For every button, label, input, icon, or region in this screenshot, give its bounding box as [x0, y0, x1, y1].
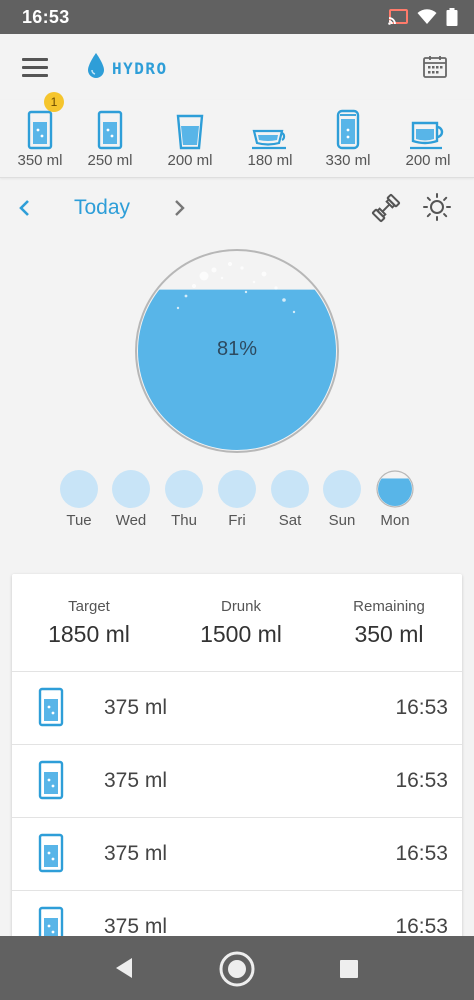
app-logo: HYDRO [86, 52, 168, 80]
week-day[interactable]: Sat [260, 470, 320, 534]
drink-label: 330 ml [325, 152, 371, 169]
day-progress-circle [112, 470, 150, 508]
drink-option-teacup[interactable]: 180 ml [240, 100, 300, 178]
drunk-stat: Drunk 1500 ml [166, 598, 316, 648]
drink-option-glass[interactable]: 250 ml [80, 100, 140, 178]
target-value: 1850 ml [48, 621, 130, 647]
drink-log-entry[interactable]: 375 ml 16:53 [12, 892, 462, 954]
day-navigation: Today [0, 186, 474, 230]
app-bar: HYDRO [0, 34, 474, 100]
drink-label: 350 ml [17, 152, 63, 169]
bubbles [176, 262, 296, 314]
day-progress-circle [271, 470, 309, 508]
daily-progress-circle[interactable]: 81% [134, 248, 340, 454]
calendar-icon[interactable] [422, 54, 448, 80]
drink-count-badge: 1 [44, 92, 64, 112]
menu-button[interactable] [22, 58, 48, 78]
entry-amount: 375 ml [104, 915, 168, 938]
water-drop-icon [88, 53, 104, 78]
status-time: 16:53 [22, 6, 70, 27]
day-progress-circle [376, 470, 414, 508]
chevron-left-icon[interactable] [14, 194, 36, 222]
drink-label: 180 ml [247, 152, 293, 169]
wifi-icon [417, 9, 437, 24]
summary-stats: Target 1850 ml Drunk 1500 ml Remaining 3… [12, 574, 462, 672]
menu-icon-line [22, 66, 48, 69]
daily-summary-card: Target 1850 ml Drunk 1500 ml Remaining 3… [12, 574, 462, 954]
mug-icon [410, 121, 444, 150]
week-day[interactable]: Wed [101, 470, 161, 534]
remaining-value: 350 ml [354, 621, 424, 647]
entry-amount: 375 ml [104, 696, 168, 719]
day-progress-circle [165, 470, 203, 508]
day-name: Wed [115, 512, 147, 529]
day-name: Tue [66, 512, 92, 529]
week-day-current[interactable]: Mon [365, 470, 425, 534]
drink-bar: 1 350 ml 250 ml 200 ml [0, 92, 474, 178]
drink-log-entry[interactable]: 375 ml 16:53 [12, 673, 462, 745]
sun-icon[interactable] [422, 192, 452, 222]
status-icons [388, 8, 458, 26]
cup-icon [176, 114, 204, 150]
glass-icon [97, 110, 123, 150]
drink-option-mug[interactable]: 200 ml [398, 100, 458, 178]
progress-percentage: 81% [216, 338, 258, 360]
tall-glass-icon [38, 687, 64, 727]
tall-glass-icon [38, 760, 64, 800]
week-overview: Tue Wed Thu Fri Sat Sun Mon [0, 470, 474, 540]
entry-time: 16:53 [395, 696, 448, 719]
drink-label: 200 ml [405, 152, 451, 169]
water-fill [138, 289, 336, 450]
drunk-value: 1500 ml [200, 621, 282, 647]
drink-log-entry[interactable]: 375 ml 16:53 [12, 746, 462, 818]
drunk-label: Drunk [220, 598, 261, 615]
can-icon [336, 109, 360, 150]
menu-icon-line [22, 74, 48, 77]
back-triangle-icon[interactable] [112, 956, 136, 980]
teacup-icon [252, 129, 286, 150]
cast-icon [388, 9, 408, 25]
day-progress-circle [323, 470, 361, 508]
tall-glass-icon [38, 833, 64, 873]
battery-icon [446, 8, 458, 26]
drink-label: 250 ml [87, 152, 133, 169]
week-day[interactable]: Fri [207, 470, 267, 534]
entry-time: 16:53 [395, 769, 448, 792]
entry-time: 16:53 [395, 842, 448, 865]
day-name: Mon [380, 512, 410, 529]
remaining-stat: Remaining 350 ml [314, 598, 462, 648]
remaining-label: Remaining [353, 598, 425, 615]
system-navigation-bar [0, 936, 474, 1000]
day-name: Sun [328, 512, 356, 529]
menu-icon-line [22, 58, 48, 61]
target-label: Target [68, 598, 110, 615]
tall-glass-icon [27, 110, 53, 150]
drink-log-entry[interactable]: 375 ml 16:53 [12, 819, 462, 891]
current-day-label: Today [74, 196, 131, 219]
water-level-indicator [135, 249, 339, 453]
target-stat: Target 1850 ml [14, 598, 164, 648]
chevron-right-icon[interactable] [168, 194, 190, 222]
app-name: HYDRO [112, 58, 168, 78]
status-bar: 16:53 [0, 0, 474, 34]
home-circle-icon[interactable] [218, 950, 256, 988]
entry-amount: 375 ml [104, 842, 168, 865]
drink-option-can[interactable]: 330 ml [318, 100, 378, 178]
dumbbell-icon[interactable] [370, 192, 402, 224]
entry-time: 16:53 [395, 915, 448, 938]
day-progress-circle [60, 470, 98, 508]
day-name: Sat [278, 512, 302, 529]
week-day[interactable]: Tue [49, 470, 109, 534]
drink-option-cup[interactable]: 200 ml [160, 100, 220, 178]
week-day[interactable]: Thu [154, 470, 214, 534]
entry-amount: 375 ml [104, 769, 168, 792]
drink-option-tall-glass[interactable]: 1 350 ml [10, 92, 70, 178]
day-name: Thu [171, 512, 197, 529]
drink-label: 200 ml [167, 152, 213, 169]
day-progress-circle [218, 470, 256, 508]
week-day[interactable]: Sun [312, 470, 372, 534]
day-name: Fri [228, 512, 246, 529]
recent-apps-square-icon[interactable] [340, 960, 358, 978]
